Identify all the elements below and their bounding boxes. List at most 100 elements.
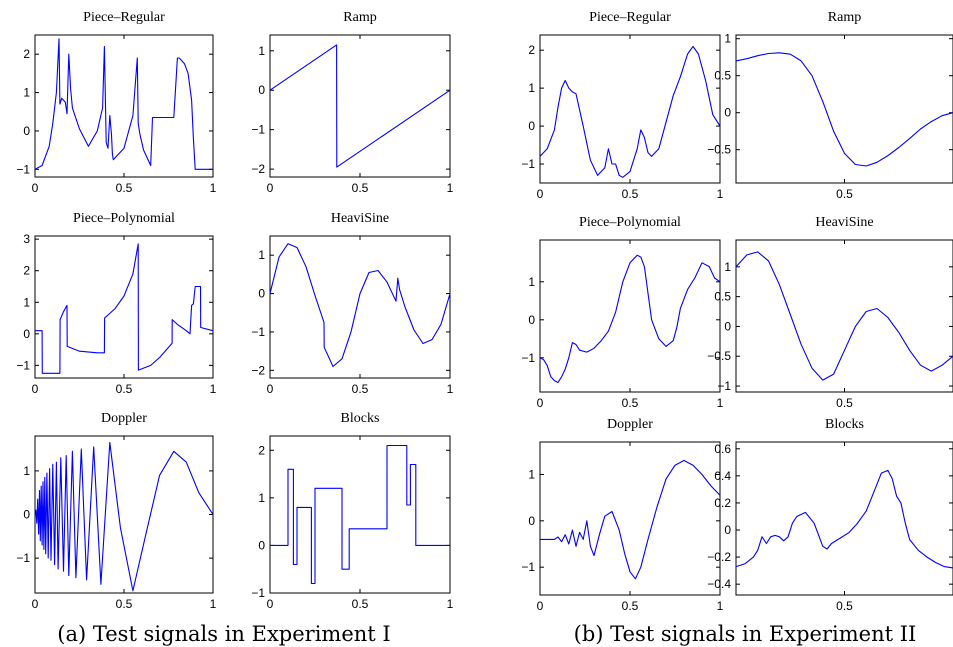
y-tick-label: 1	[724, 32, 731, 46]
panel-title: Piece–Polynomial	[73, 211, 175, 226]
y-tick-label: −0.4	[707, 577, 731, 591]
y-tick-label: 1	[23, 295, 30, 309]
y-tick-label: 0	[23, 327, 30, 341]
x-tick-label: 0.5	[352, 382, 369, 396]
x-tick-label: 0.5	[836, 187, 853, 201]
x-tick-label: 0.5	[116, 597, 133, 611]
y-tick-label: −0.2	[707, 550, 731, 564]
y-tick-label: 0	[528, 119, 535, 133]
y-tick-label: −2	[251, 162, 265, 176]
y-tick-label: 0.2	[714, 496, 731, 510]
signal-line	[270, 446, 450, 584]
panel-title: Blocks	[341, 411, 380, 426]
panel-title: Piece–Regular	[589, 10, 671, 25]
x-tick-label: 0.5	[622, 187, 639, 201]
y-tick-label: 0.5	[714, 69, 731, 83]
y-tick-label: 0.5	[714, 290, 731, 304]
panel-title: Doppler	[101, 411, 147, 426]
y-tick-label: −1	[251, 325, 265, 339]
y-tick-label: −1	[521, 157, 535, 171]
panel-a-heavisine: HeaviSine 0 0.5 1 −2 −1 0 1	[251, 211, 453, 396]
y-tick-label: 1	[23, 464, 30, 478]
x-tick-label: 0	[32, 181, 39, 195]
y-tick-label: 2	[528, 43, 535, 57]
signal-line	[35, 39, 213, 170]
axes-frame	[35, 35, 213, 177]
y-tick-label: 1	[528, 467, 535, 481]
x-tick-label: 0.5	[622, 396, 639, 410]
x-tick-label: 0.5	[836, 599, 853, 613]
y-tick-label: 2	[23, 264, 30, 278]
y-tick-label: −0.5	[707, 349, 731, 363]
x-tick-label: 0	[267, 597, 274, 611]
panel-title: Piece–Regular	[83, 10, 165, 25]
y-tick-label: 1	[23, 86, 30, 100]
panel-title: HeaviSine	[815, 215, 873, 230]
y-tick-label: 0	[724, 523, 731, 537]
y-tick-label: 1	[528, 275, 535, 289]
y-tick-label: 1	[258, 44, 265, 58]
y-tick-label: 0	[528, 313, 535, 327]
x-tick-label: 0.5	[116, 181, 133, 195]
axes-frame	[736, 442, 953, 595]
x-tick-label: 0	[32, 382, 39, 396]
signal-line	[35, 443, 213, 591]
y-tick-label: −1	[521, 351, 535, 365]
y-tick-label: 0	[724, 319, 731, 333]
panel-title: Ramp	[343, 10, 376, 25]
y-tick-label: 0.6	[714, 442, 731, 456]
x-tick-label: 0.5	[116, 382, 133, 396]
axes-frame	[270, 35, 450, 177]
panel-b-doppler: Doppler 0 0.5 1 −1 0 1	[521, 417, 723, 613]
panel-title: Doppler	[607, 417, 653, 432]
panel-b-heavisine: HeaviSine 0.5 −1 −0.5 0 0.5 1	[707, 215, 953, 410]
y-tick-label: −1	[16, 358, 30, 372]
x-tick-label: 0	[537, 187, 544, 201]
panel-a-doppler: Doppler 0 0.5 1 −1 0 1	[16, 411, 216, 611]
x-tick-label: 0	[267, 382, 274, 396]
y-tick-label: 2	[23, 47, 30, 61]
signal-line	[35, 244, 213, 373]
x-tick-label: 1	[447, 597, 454, 611]
x-tick-label: 0.5	[622, 599, 639, 613]
axes-frame	[540, 35, 720, 183]
signal-line	[736, 53, 953, 166]
y-tick-label: −1	[521, 560, 535, 574]
y-tick-label: 3	[23, 232, 30, 246]
y-tick-label: 1	[724, 260, 731, 274]
y-tick-label: −1	[251, 586, 265, 600]
y-tick-label: 0	[258, 83, 265, 97]
panel-b-piece-regular: Piece–Regular 0 0.5 1 −1 0 1 2	[521, 10, 723, 201]
signal-line	[540, 461, 720, 579]
x-tick-label: 0	[537, 396, 544, 410]
x-tick-label: 0	[537, 599, 544, 613]
panel-b-ramp: Ramp 0.5 −0.5 0 0.5 1	[707, 10, 953, 201]
caption-experiment-2: (b) Test signals in Experiment II	[574, 622, 917, 646]
x-tick-label: 0	[267, 181, 274, 195]
caption-experiment-1: (a) Test signals in Experiment I	[57, 622, 390, 646]
x-tick-label: 0.5	[836, 396, 853, 410]
x-tick-label: 1	[717, 396, 724, 410]
panel-a-ramp: Ramp 0 0.5 1 −2 −1 0 1	[251, 10, 453, 195]
x-tick-label: 1	[210, 181, 217, 195]
panel-title: Blocks	[825, 417, 864, 432]
y-tick-label: 0	[258, 287, 265, 301]
y-tick-label: −2	[251, 363, 265, 377]
x-tick-label: 1	[717, 187, 724, 201]
signal-line	[736, 470, 953, 568]
axes-frame	[35, 236, 213, 378]
y-tick-label: 0	[23, 508, 30, 522]
y-tick-label: 0	[23, 124, 30, 138]
panel-b-piece-polynomial: Piece–Polynomial 0 0.5 1 −1 0 1	[521, 215, 723, 410]
panel-title: HeaviSine	[331, 211, 389, 226]
y-tick-label: 0	[258, 538, 265, 552]
axes-frame	[736, 240, 953, 392]
y-tick-label: −1	[16, 551, 30, 565]
y-tick-label: 2	[258, 443, 265, 457]
y-tick-label: −0.5	[707, 143, 731, 157]
signal-line	[736, 252, 953, 380]
y-tick-label: 0	[724, 106, 731, 120]
y-tick-label: 0	[528, 514, 535, 528]
